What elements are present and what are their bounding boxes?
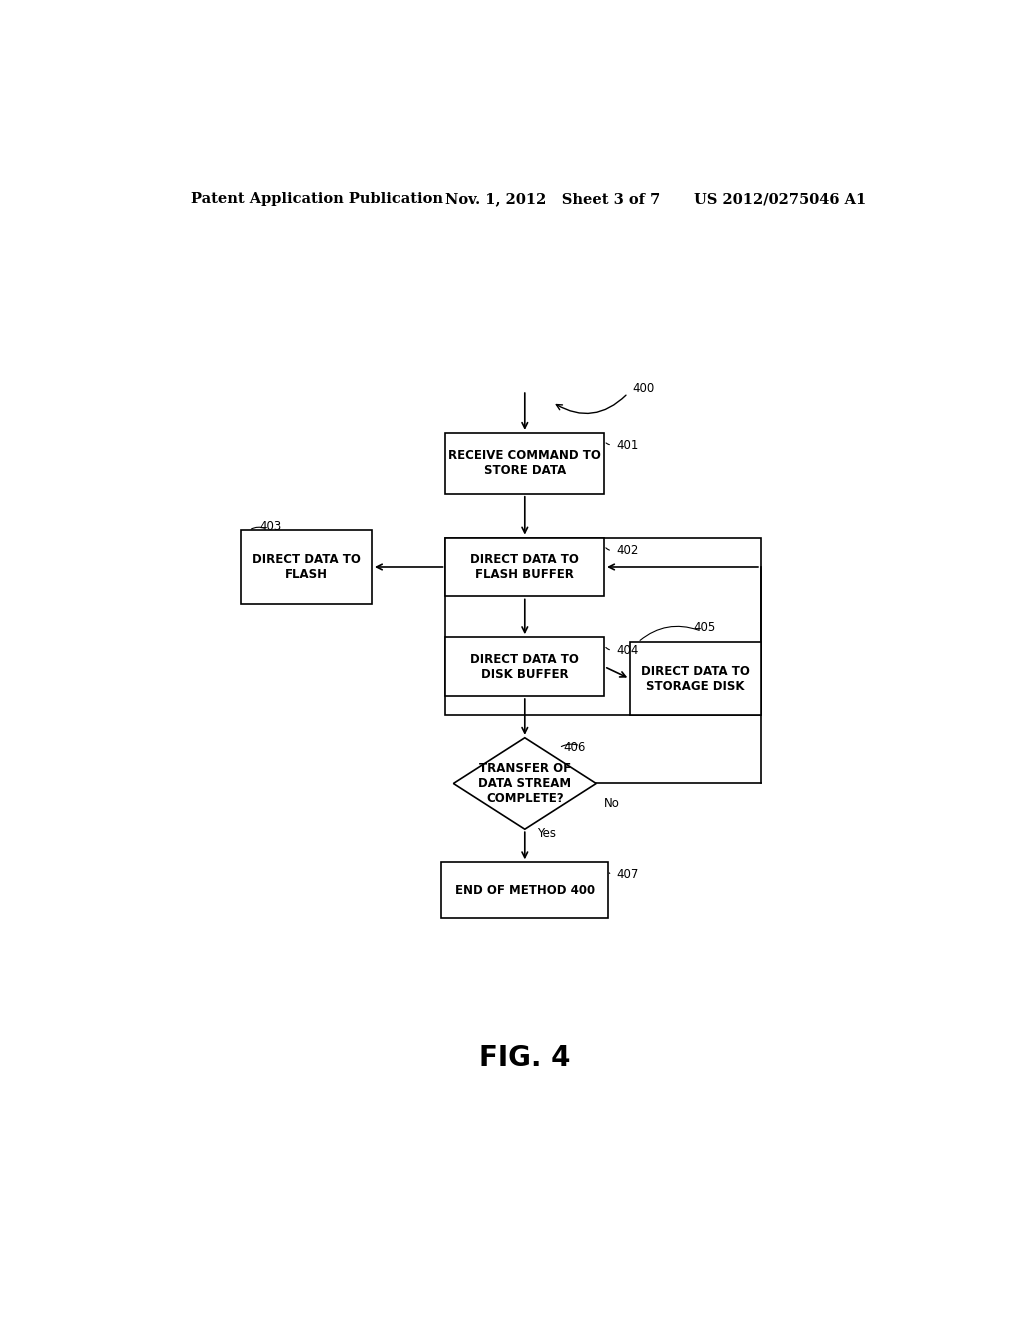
Text: No: No — [604, 797, 621, 810]
Text: Patent Application Publication: Patent Application Publication — [191, 191, 443, 206]
Text: TRANSFER OF
DATA STREAM
COMPLETE?: TRANSFER OF DATA STREAM COMPLETE? — [478, 762, 571, 805]
Text: 406: 406 — [563, 742, 586, 755]
Bar — [445, 433, 604, 494]
Polygon shape — [454, 738, 596, 829]
Text: 405: 405 — [693, 622, 716, 635]
Text: 403: 403 — [259, 520, 282, 533]
Bar — [630, 643, 761, 715]
Text: 402: 402 — [616, 544, 638, 557]
Bar — [441, 862, 608, 919]
Text: RECEIVE COMMAND TO
STORE DATA: RECEIVE COMMAND TO STORE DATA — [449, 449, 601, 478]
Text: FIG. 4: FIG. 4 — [479, 1044, 570, 1072]
Text: DIRECT DATA TO
DISK BUFFER: DIRECT DATA TO DISK BUFFER — [470, 652, 580, 681]
Bar — [445, 537, 761, 715]
Bar — [445, 537, 604, 597]
Text: 407: 407 — [616, 869, 638, 882]
Text: 400: 400 — [632, 381, 654, 395]
Text: Yes: Yes — [537, 828, 556, 840]
Bar — [241, 531, 372, 603]
Text: Nov. 1, 2012   Sheet 3 of 7: Nov. 1, 2012 Sheet 3 of 7 — [445, 191, 660, 206]
Text: DIRECT DATA TO
FLASH: DIRECT DATA TO FLASH — [252, 553, 361, 581]
Text: DIRECT DATA TO
FLASH BUFFER: DIRECT DATA TO FLASH BUFFER — [470, 553, 580, 581]
Text: 401: 401 — [616, 438, 638, 451]
Text: DIRECT DATA TO
STORAGE DISK: DIRECT DATA TO STORAGE DISK — [641, 665, 750, 693]
Text: US 2012/0275046 A1: US 2012/0275046 A1 — [694, 191, 866, 206]
Text: 404: 404 — [616, 644, 638, 657]
Bar — [445, 638, 604, 696]
Text: END OF METHOD 400: END OF METHOD 400 — [455, 883, 595, 896]
